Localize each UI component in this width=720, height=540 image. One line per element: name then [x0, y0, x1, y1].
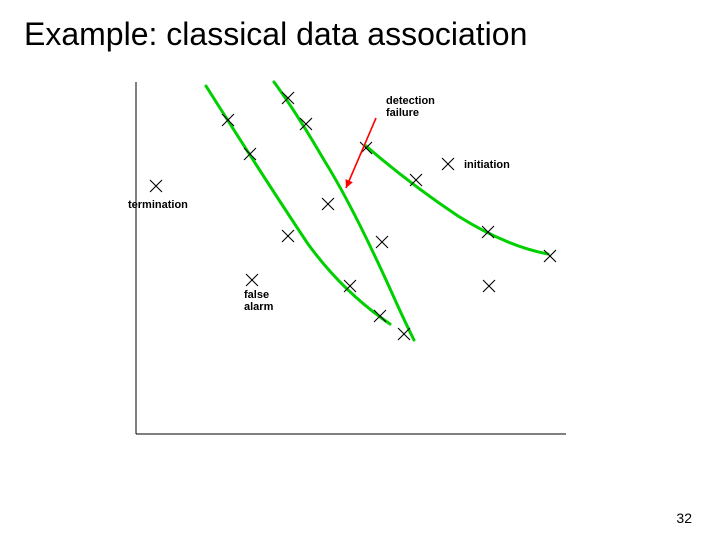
- diagram-figure: detectionfailure initiation termination fal…: [128, 74, 588, 444]
- label-false: false: [244, 289, 269, 301]
- figure-bg: [128, 74, 588, 444]
- label-detection: detection: [386, 95, 435, 107]
- slide-title: Example: classical data association: [24, 16, 527, 53]
- label-termination: termination: [128, 199, 188, 211]
- label-initiation: initiation: [464, 159, 510, 171]
- label-failure: failure: [386, 107, 419, 119]
- label-alarm: alarm: [244, 301, 274, 313]
- slide: Example: classical data association dete…: [0, 0, 720, 540]
- page-number: 32: [676, 510, 692, 526]
- diagram-svg: detectionfailure initiation termination fal…: [128, 74, 588, 444]
